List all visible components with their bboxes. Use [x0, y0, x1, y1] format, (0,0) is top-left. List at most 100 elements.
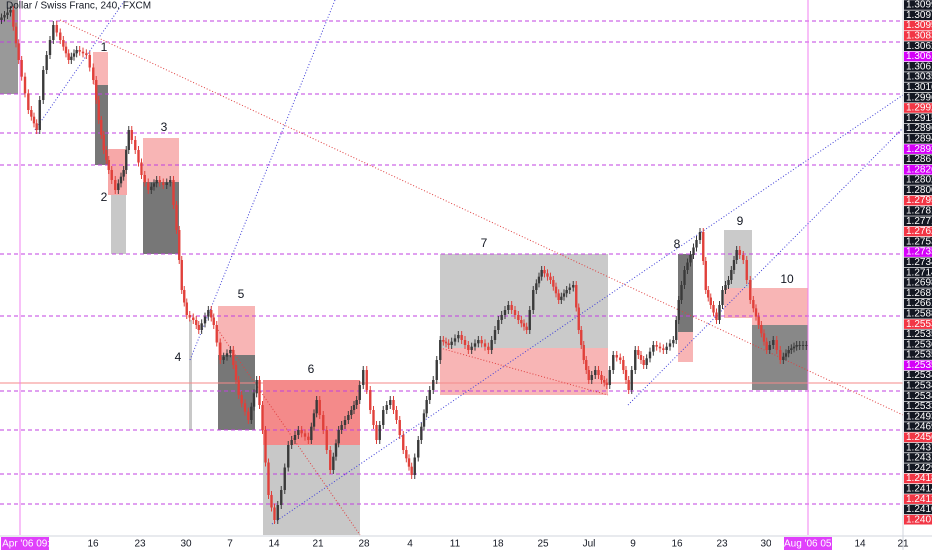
- price-label: 1.25350: [906, 360, 932, 371]
- candle-body: [300, 430, 303, 434]
- zone-number: 10: [780, 272, 794, 286]
- candle-body: [645, 358, 648, 365]
- price-label: 1.30832: [906, 31, 932, 42]
- candle-body: [760, 325, 763, 334]
- candle-body: [683, 270, 686, 285]
- candle-body: [642, 360, 645, 365]
- candle-body: [389, 400, 392, 405]
- zone: [218, 306, 255, 355]
- candle-body: [490, 340, 493, 350]
- candle-body: [565, 290, 568, 294]
- price-label-bg: [904, 123, 932, 134]
- candle-body: [355, 400, 358, 405]
- candle-body: [630, 370, 633, 390]
- candle-body: [318, 400, 321, 415]
- candle-body: [75, 50, 78, 54]
- time-label: 28: [358, 539, 370, 550]
- candle-body: [749, 280, 752, 300]
- trend-lines: [34, 0, 904, 525]
- candle-body: [572, 285, 575, 288]
- candle-body: [398, 420, 401, 435]
- candle-body: [322, 415, 325, 430]
- time-label: 9: [630, 539, 636, 550]
- candle-body: [525, 326, 528, 330]
- candle-body: [704, 261, 707, 290]
- candle-body: [81, 51, 85, 54]
- candle-body: [752, 300, 755, 309]
- candle-body: [42, 70, 45, 100]
- price-label: 1.25340: [906, 391, 932, 402]
- candle-body: [343, 420, 347, 425]
- candle-body: [9, 10, 12, 13]
- candle-body: [252, 393, 256, 407]
- price-label-bg: [904, 298, 932, 309]
- price-label: 1.30613: [906, 61, 932, 72]
- candle-body: [594, 370, 597, 375]
- candle-body: [605, 382, 608, 385]
- candle-body: [382, 410, 385, 425]
- candle-body: [503, 310, 507, 315]
- price-label: 1.24930: [906, 411, 932, 422]
- candle-body: [95, 80, 98, 100]
- price-label: 1.28930: [906, 144, 932, 155]
- candle-body: [267, 462, 270, 495]
- price-label: 1.27952: [906, 195, 932, 206]
- candle-body: [72, 53, 76, 57]
- candle-body: [652, 345, 655, 352]
- price-label: 1.25358: [906, 329, 932, 340]
- zone: [108, 149, 127, 195]
- price-label-bg: [904, 319, 932, 329]
- price-labels: 1.309901.309701.309591.308321.306231.306…: [904, 0, 932, 525]
- price-label-bg: [904, 411, 932, 422]
- candle-body: [183, 290, 186, 303]
- candle-body: [587, 370, 590, 380]
- price-label: 1.28943: [906, 133, 932, 144]
- candle-body: [480, 340, 483, 344]
- candle-body: [712, 305, 715, 313]
- candle-body: [420, 426, 423, 440]
- candle-body: [727, 280, 730, 285]
- time-label: 11: [450, 539, 461, 550]
- price-label-bg: [904, 350, 932, 360]
- price-label: 1.24372: [906, 442, 932, 453]
- candle-body: [772, 340, 775, 345]
- price-label-bg: [904, 484, 932, 494]
- candle-body: [487, 346, 490, 350]
- candle-body: [276, 505, 279, 520]
- candle-body: [543, 270, 546, 274]
- price-label: 1.28960: [906, 123, 932, 134]
- price-label-bg: [904, 422, 932, 432]
- price-label: 1.28670: [906, 154, 932, 165]
- price-label-bg: [904, 257, 932, 268]
- price-label: 1.25885: [906, 308, 932, 319]
- price-label-bg: [904, 432, 932, 443]
- candle-body: [513, 310, 517, 315]
- candle-body: [247, 411, 250, 420]
- candle-body: [695, 240, 698, 248]
- candle-body: [234, 365, 238, 380]
- zone-number: 1: [101, 40, 108, 54]
- price-label-bg: [904, 360, 932, 371]
- candle-body: [413, 457, 416, 475]
- candle-body: [757, 316, 760, 325]
- price-label: 1.30623: [906, 41, 932, 52]
- candle-body: [243, 403, 247, 412]
- time-label: 23: [716, 539, 728, 550]
- candle-body: [290, 440, 293, 445]
- price-label: 1.24690: [906, 422, 932, 433]
- candle-body: [738, 250, 741, 255]
- candle-body: [675, 320, 678, 340]
- candle-body: [805, 345, 808, 346]
- price-label: 1.25349: [906, 381, 932, 392]
- chart-title: Dollar / Swiss Franc, 240, FXCM: [6, 1, 151, 12]
- candle-body: [140, 162, 143, 175]
- price-label: 1.25345: [906, 370, 932, 381]
- price-label-bg: [904, 154, 932, 165]
- candle-body: [762, 333, 766, 342]
- price-label-bg: [904, 164, 932, 175]
- time-label: 7: [227, 539, 233, 550]
- candle-body: [222, 356, 225, 360]
- price-label-bg: [904, 329, 932, 340]
